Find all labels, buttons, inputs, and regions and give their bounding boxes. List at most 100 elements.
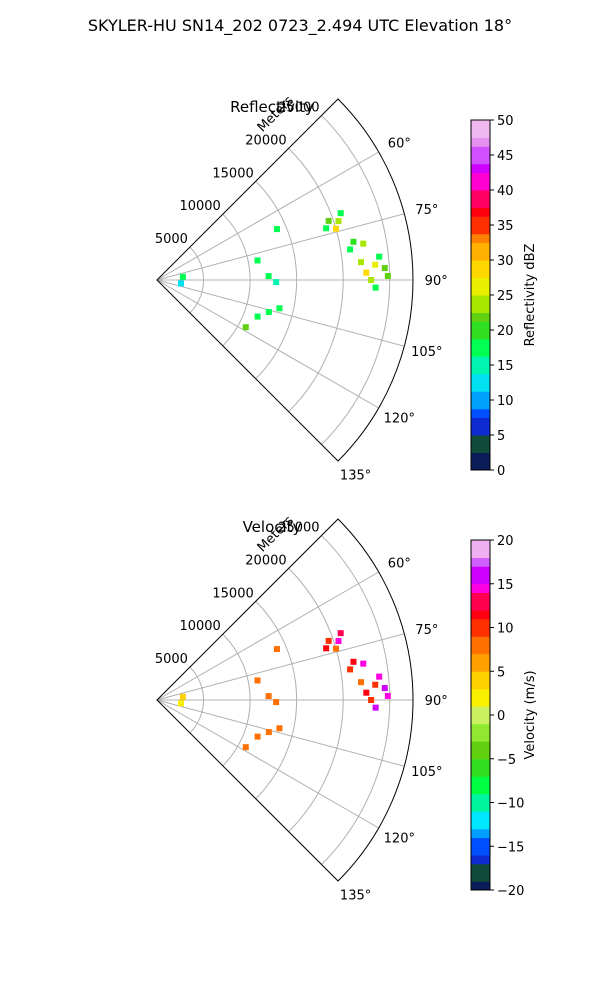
colorbar-segment [471,680,490,690]
colorbar-segment [471,163,490,173]
colorbar-tick-label: −20 [497,884,524,899]
azimuth-spoke [156,279,379,409]
colorbar-segment [471,391,490,401]
colorbar-tick-label: 30 [497,254,514,269]
azimuth-spoke [156,633,405,701]
echo-point [372,681,379,688]
echo-point [254,733,261,740]
colorbar-tick-label: 50 [497,114,514,129]
velocity-panel: Velocity500010000150002000025000Meters60… [155,513,538,903]
colorbar-segment [471,793,490,803]
range-tick-label: 10000 [179,199,220,214]
colorbar-segment [471,312,490,322]
echo-point [273,646,280,653]
colorbar-segment [471,715,490,725]
colorbar-segment [471,190,490,200]
colorbar-segment [471,601,490,611]
echo-point [350,658,357,665]
echo-point [372,704,379,711]
echo-point [254,313,261,320]
grid-lines [156,115,413,445]
colorbar-segment [471,697,490,707]
colorbar-segment [471,741,490,751]
colorbar-segment [471,172,490,182]
colorbar-segment [471,198,490,208]
azimuth-tick-label: 105° [411,765,442,780]
colorbar-segment [471,321,490,331]
panel-title: Velocity [243,518,302,536]
range-tick-label: 15000 [212,586,253,601]
echo-point [265,729,272,736]
colorbar-segment [471,242,490,252]
echo-point [276,725,283,732]
range-tick-label: 20000 [245,133,286,148]
echo-point [360,240,367,247]
colorbar-segment [471,137,490,147]
colorbar-segment [471,557,490,567]
echo-point [337,210,344,217]
colorbar: 0 5 10 15 20 25 30 35 40 45 50 Reflectivity dBZ [470,114,538,479]
colorbar-segment [471,618,490,628]
colorbar-segment [471,373,490,383]
echo-point [265,693,272,700]
echo-point [358,259,365,266]
colorbar-segment [471,540,490,550]
echo-point [254,257,261,264]
reflectivity-panel: Reflectivity500010000150002000025000Mete… [155,93,538,483]
echo-point [384,272,391,279]
azimuth-spoke [156,699,379,829]
azimuth-tick-label: 75° [415,203,438,218]
colorbar-segment [471,566,490,576]
colorbar-tick-label: 5 [497,665,505,680]
azimuth-tick-label: 135° [340,469,371,484]
echo-point [381,265,388,272]
colorbar-segment [471,592,490,602]
range-tick-label: 25000 [278,520,319,535]
azimuth-tick-label: 60° [388,556,411,571]
echo-point [363,269,370,276]
colorbar-segment [471,575,490,585]
colorbar-label: Reflectivity dBZ [523,244,538,347]
echo-point [254,677,261,684]
echo-point [376,673,383,680]
azimuth-spoke [156,699,405,767]
colorbar-segment [471,610,490,620]
colorbar-segment [471,583,490,593]
colorbar-tick-label: 10 [497,394,514,409]
echo-point [273,699,280,706]
colorbar-label: Velocity (m/s) [523,670,538,759]
colorbar-segment [471,820,490,830]
colorbar-segment [471,216,490,226]
colorbar-segment [471,295,490,305]
colorbar: −20 −15 −10 −5 0 5 10 15 20 Velocity (m/s) [470,534,538,899]
colorbar-segment [471,750,490,760]
grid-lines [156,535,413,865]
echo-layer [177,630,391,751]
echo-point [273,226,280,233]
echo-point [332,645,339,652]
colorbar-tick-label: 25 [497,289,514,304]
range-tick-label: 5000 [155,232,188,247]
colorbar-segment [471,837,490,847]
colorbar-segment [471,732,490,742]
colorbar-segment [471,365,490,375]
echo-point [242,744,249,751]
azimuth-spoke [156,151,379,281]
range-tick-label: 5000 [155,652,188,667]
colorbar-segment [471,128,490,138]
colorbar-tick-label: 35 [497,219,514,234]
colorbar-segment [471,548,490,558]
azimuth-spoke [156,571,379,701]
azimuth-tick-label: 90° [425,694,448,709]
colorbar-segment [471,662,490,672]
colorbar-segment [471,627,490,637]
colorbar-segment [471,653,490,663]
echo-point [368,697,375,703]
echo-point [242,324,249,331]
colorbar-segment [471,286,490,296]
colorbar-segment [471,260,490,270]
colorbar-segment [471,181,490,191]
azimuth-tick-label: 135° [340,889,371,904]
azimuth-tick-label: 105° [411,345,442,360]
azimuth-tick-label: 120° [384,832,415,847]
